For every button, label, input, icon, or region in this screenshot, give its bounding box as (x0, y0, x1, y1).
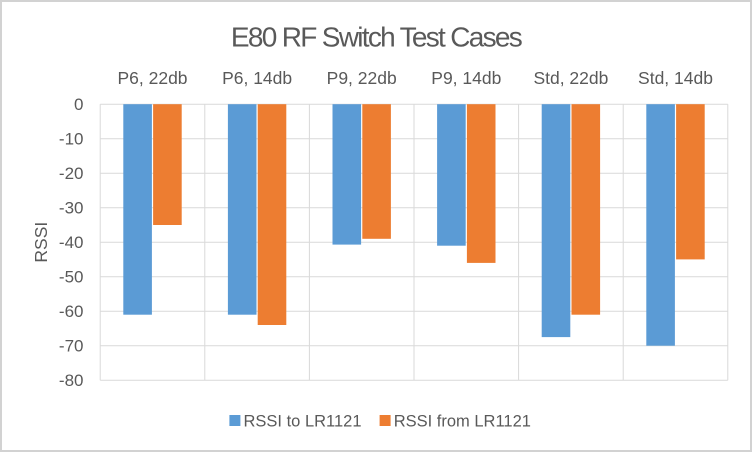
svg-text:-70: -70 (59, 336, 84, 355)
svg-text:RSSI: RSSI (31, 222, 51, 263)
svg-text:-40: -40 (59, 233, 84, 252)
svg-text:0: 0 (74, 95, 83, 114)
svg-text:P6, 14db: P6, 14db (222, 68, 292, 88)
svg-text:E80 RF Switch Test Cases: E80 RF Switch Test Cases (231, 22, 522, 53)
svg-text:-50: -50 (59, 267, 84, 286)
svg-text:RSSI to LR1121: RSSI to LR1121 (244, 413, 362, 431)
svg-text:P6, 22db: P6, 22db (117, 68, 187, 88)
svg-text:-30: -30 (59, 198, 84, 217)
svg-text:-60: -60 (59, 302, 84, 321)
svg-text:RSSI from LR1121: RSSI from LR1121 (394, 413, 531, 431)
svg-text:-10: -10 (59, 129, 84, 148)
svg-text:P9, 14db: P9, 14db (431, 68, 501, 88)
svg-text:-20: -20 (59, 164, 84, 183)
svg-text:Std, 22db: Std, 22db (533, 68, 608, 88)
svg-text:Std, 14db: Std, 14db (638, 68, 713, 88)
svg-text:-80: -80 (59, 371, 84, 390)
svg-text:P9, 22db: P9, 22db (327, 68, 397, 88)
